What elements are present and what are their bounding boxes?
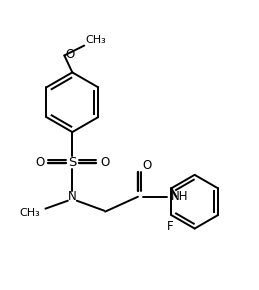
- Text: O: O: [100, 156, 109, 169]
- Text: O: O: [142, 160, 151, 172]
- Text: NH: NH: [171, 190, 188, 203]
- Text: O: O: [35, 156, 45, 169]
- Text: CH₃: CH₃: [20, 208, 40, 218]
- Text: O: O: [66, 48, 75, 61]
- Text: N: N: [68, 190, 77, 203]
- Text: S: S: [68, 156, 76, 169]
- Text: F: F: [167, 220, 174, 233]
- Text: CH₃: CH₃: [85, 35, 106, 45]
